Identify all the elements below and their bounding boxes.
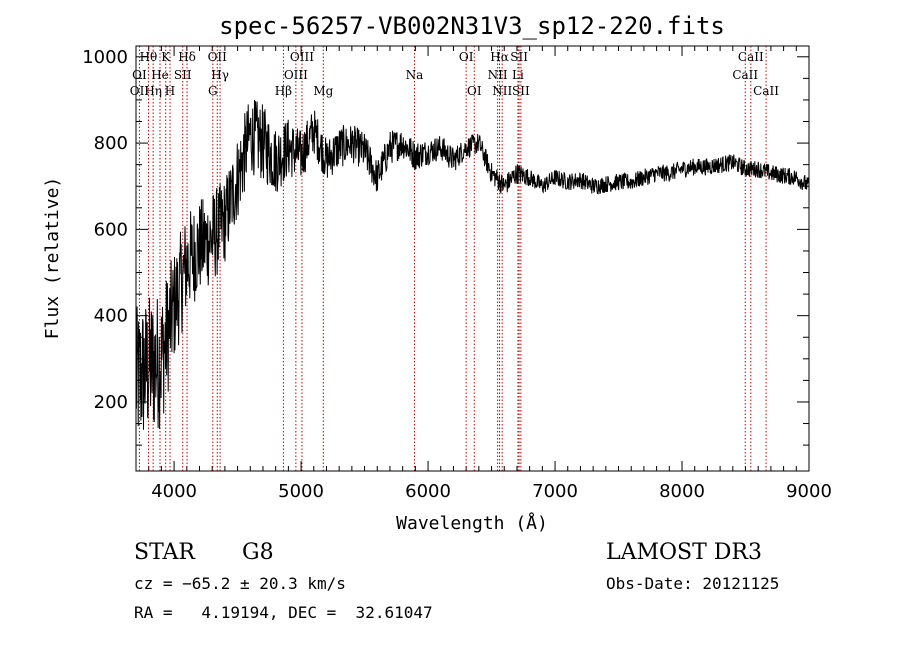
coordinates: RA = 4.19194, DEC = 32.61047 [134, 603, 433, 622]
line-label: Hθ [140, 50, 158, 64]
survey-name: LAMOST DR3 [606, 540, 762, 565]
line-label: G [208, 84, 218, 98]
spectrum-series-line [135, 99, 810, 430]
line-label: Hη [144, 84, 162, 98]
redshift-readout: cz = −65.2 ± 20.3 km/s [134, 574, 346, 593]
x-tick-label: 8000 [659, 481, 705, 502]
line-markers [138, 46, 767, 471]
line-label: Hγ [211, 68, 229, 82]
line-label: K [161, 50, 171, 64]
line-label: OII [130, 84, 150, 98]
x-tick-label: 4000 [151, 481, 197, 502]
line-label: OI [459, 50, 474, 64]
y-tick-label: 800 [94, 133, 128, 154]
line-label: Hβ [275, 84, 292, 98]
plot-frame [135, 45, 810, 472]
line-label: Na [406, 68, 424, 82]
line-label: CaII [753, 84, 779, 98]
obs-date: Obs-Date: 20121125 [606, 574, 780, 593]
y-tick-label: 1000 [82, 47, 128, 68]
line-label: Mg [313, 84, 333, 98]
x-tick-label: 9000 [786, 481, 832, 502]
line-label: OI [132, 68, 147, 82]
line-label: CaII [732, 68, 758, 82]
y-tick-label: 400 [94, 306, 128, 327]
line-label: Hα [490, 50, 509, 64]
chart-title: spec-56257-VB002N31V3_sp12-220.fits [219, 12, 725, 40]
object-subclass: G8 [242, 540, 274, 565]
axis-ticks: 4000 5000 6000 7000 8000 9000 200 400 600 800 1000 [82, 46, 832, 502]
line-label: SII [510, 50, 528, 64]
x-axis-label: Wavelength (Å) [396, 512, 548, 534]
line-label: Hδ [178, 50, 196, 64]
x-tick-label: 5000 [278, 481, 324, 502]
y-tick-label: 600 [94, 219, 128, 240]
x-tick-label: 6000 [405, 481, 451, 502]
line-label: CaII [738, 50, 764, 64]
line-label: OI [467, 84, 482, 98]
line-label: SII [512, 84, 530, 98]
y-axis-label: Flux (relative) [42, 177, 63, 340]
line-label: NII [488, 68, 508, 82]
line-label: He [151, 68, 169, 82]
x-tick-label: 7000 [532, 481, 578, 502]
line-label: NII [492, 84, 512, 98]
line-label: SII [174, 68, 192, 82]
line-label: OIII [284, 68, 308, 82]
y-tick-label: 200 [94, 392, 128, 413]
line-label: OIII [290, 50, 314, 64]
object-class: STAR [134, 540, 195, 565]
line-label: H [165, 84, 175, 98]
spectrum-chart: spec-56257-VB002N31V3_sp12-220.fits 4000… [42, 12, 832, 534]
line-label: Li [512, 68, 524, 82]
line-label: OII [208, 50, 228, 64]
